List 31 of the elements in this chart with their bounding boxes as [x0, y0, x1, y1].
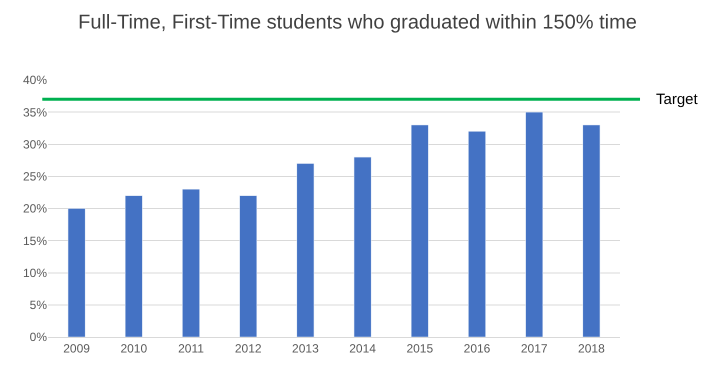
x-tick-label: 2018 [578, 341, 606, 356]
y-tick-label: 30% [22, 137, 48, 152]
x-tick-label: 2011 [178, 341, 204, 356]
x-tick-label: 2016 [464, 341, 491, 356]
bar [296, 163, 314, 337]
y-tick-label: 35% [22, 105, 48, 120]
chart-title: Full-Time, First-Time students who graduated within 150% time [78, 12, 637, 34]
y-tick-label: 5% [30, 298, 48, 312]
bar [124, 195, 143, 337]
bar [468, 131, 486, 337]
x-tick-label: 2017 [520, 341, 548, 356]
x-tick-label: 2013 [292, 341, 320, 356]
y-tick-label: 0% [30, 330, 48, 344]
y-tick-label: 20% [22, 202, 48, 216]
x-tick-label: 2010 [120, 341, 148, 356]
bar [582, 124, 600, 337]
x-tick-label: 2012 [234, 341, 262, 356]
ref-line-label: Target [656, 91, 699, 108]
bar [525, 112, 544, 337]
x-tick-label: 2014 [349, 341, 376, 356]
y-tick-label: 25% [22, 170, 48, 184]
bar [354, 156, 372, 337]
bar [410, 124, 429, 337]
x-tick-label: 2015 [406, 341, 434, 356]
bar [68, 208, 86, 337]
bar [239, 195, 258, 337]
y-tick-label: 40% [22, 73, 48, 88]
y-tick-label: 15% [22, 234, 48, 248]
y-tick-label: 10% [22, 266, 48, 280]
x-tick-label: 2009 [63, 341, 90, 356]
bar [182, 188, 200, 337]
